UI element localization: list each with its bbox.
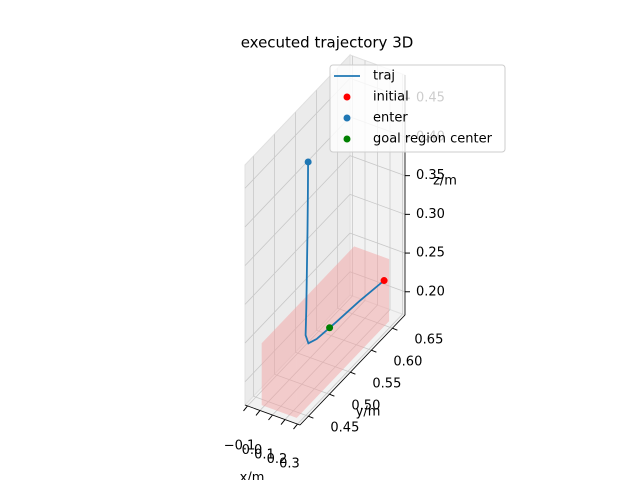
y-tick <box>329 393 335 397</box>
y-tick-label: 0.45 <box>330 421 359 436</box>
point <box>304 158 312 166</box>
axis-line <box>299 314 406 426</box>
chart-title: executed trajectory 3D <box>241 34 414 52</box>
y-tick-label: 0.55 <box>372 377 401 392</box>
grid-line <box>274 373 330 395</box>
grid-line <box>349 155 406 177</box>
y-tick <box>371 349 377 353</box>
z-axis-label: z/m <box>433 174 457 189</box>
legend-label: enter <box>373 111 408 126</box>
x-tick-label: −0.1 <box>224 438 256 453</box>
grid-line <box>244 271 351 383</box>
grid-line <box>349 271 406 293</box>
x-tick <box>255 410 261 416</box>
grid-line <box>295 351 351 373</box>
legend-box <box>329 64 506 153</box>
goal-region-face <box>296 259 390 418</box>
grid-line <box>349 193 406 215</box>
x-tick-label: 0.2 <box>267 452 288 467</box>
grid-line <box>253 395 309 417</box>
legend-swatch <box>343 93 351 101</box>
x-tick-label: 0.1 <box>254 448 275 463</box>
point <box>380 277 388 285</box>
z-tick-label: 0.30 <box>416 207 445 222</box>
y-tick <box>308 415 314 419</box>
grid-line <box>259 300 366 411</box>
grid-line <box>244 232 351 344</box>
x-tick-label: 0.3 <box>279 457 300 472</box>
z-tick-label: 0.25 <box>416 246 445 261</box>
goal-region-face <box>261 308 390 418</box>
grid-line <box>247 295 353 407</box>
y-tick <box>392 327 398 331</box>
goal-region-face <box>354 246 390 322</box>
grid-line <box>284 309 391 420</box>
legend-swatch <box>343 114 351 122</box>
legend-label: traj <box>373 69 395 84</box>
grid-line <box>272 304 378 416</box>
x-tick <box>268 414 273 421</box>
legend-swatch <box>343 135 351 143</box>
y-tick-label: 0.60 <box>393 355 422 370</box>
z-tick-label: 0.20 <box>416 284 445 299</box>
grid-line <box>297 313 403 425</box>
y-tick-label: 0.50 <box>351 399 380 414</box>
y-tick <box>350 371 356 375</box>
y-tick-label: 0.65 <box>414 333 443 348</box>
z-tick-label: 0.35 <box>416 168 445 183</box>
grid-line <box>316 329 372 351</box>
grid-line <box>244 194 351 305</box>
x-tick <box>280 419 286 425</box>
y-axis-label: y/m <box>356 405 381 420</box>
legend-label: initial <box>373 90 409 105</box>
x-axis-label: x/m <box>240 471 265 480</box>
grid-line <box>244 155 351 266</box>
legend-label: goal region center <box>373 132 493 147</box>
axis-line <box>244 404 301 426</box>
x-tick <box>293 423 298 430</box>
goal-region-face <box>261 246 355 406</box>
grid-line <box>349 232 406 254</box>
x-tick <box>243 405 248 412</box>
goal-region-face <box>261 246 390 356</box>
trajectory-line <box>304 161 385 345</box>
x-tick-label: 0.0 <box>242 443 263 458</box>
goal-region-face <box>261 343 297 418</box>
point <box>326 324 334 332</box>
